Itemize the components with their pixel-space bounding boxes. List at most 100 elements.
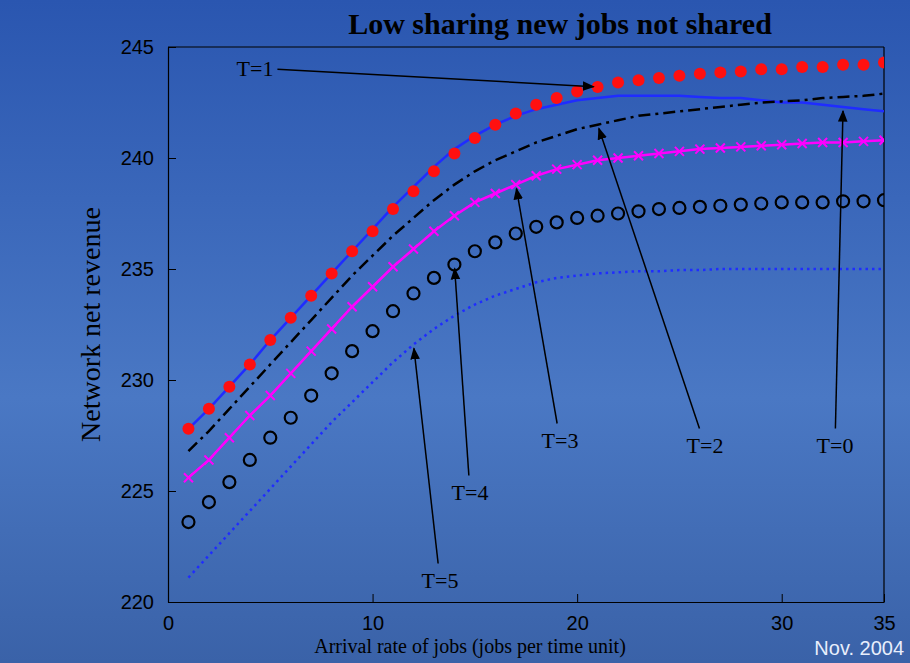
y-tick-label: 220	[121, 591, 154, 613]
marker	[225, 433, 234, 442]
marker	[305, 290, 317, 302]
label-arrow	[277, 69, 593, 86]
marker	[654, 149, 663, 158]
series-line	[188, 94, 884, 451]
marker	[389, 262, 398, 271]
marker	[244, 358, 256, 370]
marker	[407, 185, 419, 197]
marker	[571, 212, 583, 224]
label-arrow	[414, 348, 438, 563]
marker	[469, 132, 481, 144]
y-tick: 230	[121, 369, 176, 391]
marker	[818, 138, 827, 147]
y-tick-mark	[168, 491, 176, 492]
marker	[285, 312, 297, 324]
x-tick-label: 20	[567, 612, 589, 634]
marker	[755, 198, 767, 210]
marker	[489, 236, 501, 248]
marker	[612, 77, 624, 89]
marker	[714, 67, 726, 79]
marker	[532, 171, 541, 180]
marker	[878, 194, 884, 206]
marker	[182, 423, 194, 435]
y-tick-label: 240	[121, 147, 154, 169]
x-tick: 10	[362, 594, 384, 634]
marker	[837, 195, 849, 207]
label-arrow	[599, 128, 700, 428]
marker	[264, 334, 276, 346]
marker	[735, 65, 747, 77]
marker	[837, 59, 849, 71]
marker	[307, 347, 316, 356]
marker	[653, 72, 665, 84]
series-label: T=5	[422, 568, 459, 593]
marker	[510, 227, 522, 239]
x-axis-title: Arrival rate of jobs (jobs per time unit…	[314, 635, 626, 658]
marker	[858, 59, 870, 71]
marker	[428, 165, 440, 177]
marker	[326, 267, 338, 279]
marker	[675, 147, 684, 156]
y-tick-mark	[168, 269, 176, 270]
marker	[571, 85, 583, 97]
x-tick: 30	[771, 594, 793, 634]
marker	[839, 138, 848, 147]
series-label: T=2	[687, 433, 724, 458]
marker	[735, 199, 747, 211]
y-tick: 245	[121, 36, 176, 58]
marker	[511, 180, 520, 189]
marker	[614, 154, 623, 163]
marker	[817, 61, 829, 73]
x-tick-mark	[782, 594, 783, 602]
y-axis: 220 225 230 235 240 245	[121, 36, 176, 613]
label-arrow	[835, 111, 843, 429]
marker	[716, 144, 725, 153]
y-tick-label: 225	[121, 480, 154, 502]
marker	[244, 454, 256, 466]
y-tick-mark	[168, 158, 176, 159]
series-line	[188, 140, 884, 477]
marker	[285, 412, 297, 424]
y-tick: 240	[121, 147, 176, 169]
y-axis-title: Network net revenue	[75, 207, 106, 442]
series-line	[188, 96, 884, 429]
marker	[387, 203, 399, 215]
marker	[429, 227, 438, 236]
marker	[469, 245, 481, 257]
marker	[551, 92, 563, 104]
marker	[694, 68, 706, 80]
marker	[859, 137, 868, 146]
y-tick: 235	[121, 258, 176, 280]
marker	[573, 160, 582, 169]
marker	[407, 287, 419, 299]
annotation: Nov. 2004	[814, 637, 904, 659]
marker	[368, 282, 377, 291]
series-labels: T=0T=1T=2T=3T=4T=5	[237, 56, 854, 593]
x-tick-label: 0	[163, 612, 174, 634]
marker	[450, 211, 459, 220]
series-label: T=0	[817, 433, 854, 458]
marker	[367, 325, 379, 337]
marker	[489, 119, 501, 131]
marker	[286, 369, 295, 378]
marker	[776, 196, 788, 208]
marker	[878, 57, 884, 69]
marker	[653, 203, 665, 215]
series-line	[188, 269, 884, 578]
y-tick-label: 235	[121, 258, 154, 280]
x-tick-mark	[884, 594, 885, 602]
title: Low sharing new jobs not shared	[348, 7, 772, 40]
marker	[695, 145, 704, 154]
marker	[694, 201, 706, 213]
y-tick-label: 230	[121, 369, 154, 391]
marker	[264, 432, 276, 444]
x-tick: 35	[873, 594, 895, 634]
x-tick-mark	[577, 594, 578, 602]
marker	[593, 156, 602, 165]
marker	[798, 139, 807, 148]
marker	[777, 140, 786, 149]
marker	[880, 136, 885, 145]
x-tick: 20	[567, 594, 589, 634]
x-tick-label: 35	[873, 612, 895, 634]
marker	[633, 205, 645, 217]
